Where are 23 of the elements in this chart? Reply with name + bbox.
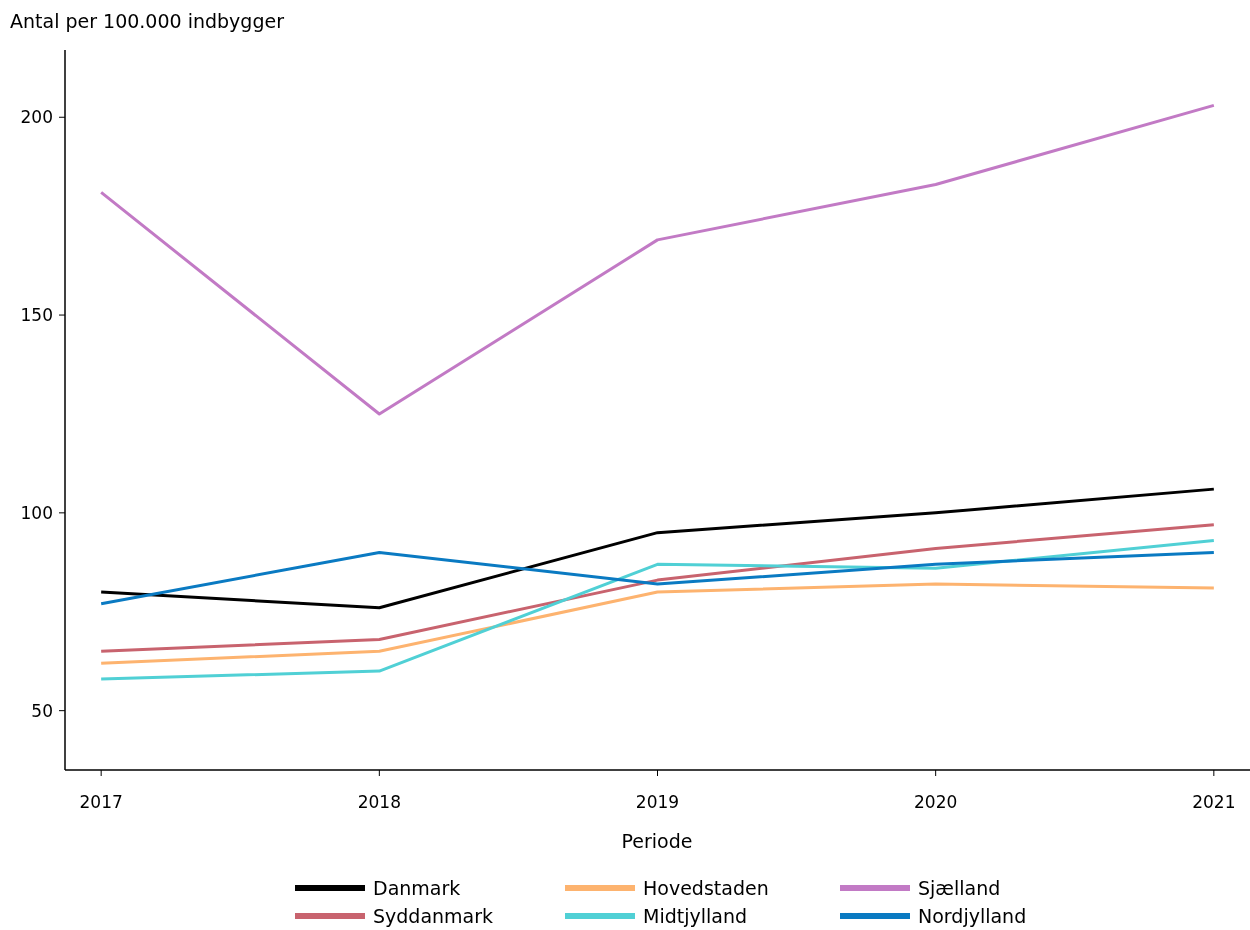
line-series — [99, 523, 1216, 653]
y-tick-label: 200 — [20, 107, 53, 128]
x-tick-label: 2021 — [1192, 792, 1236, 812]
legend-label: Nordjylland — [918, 904, 1027, 927]
x-tick-label: 2018 — [357, 792, 401, 812]
line-series — [99, 487, 1216, 610]
line-series — [99, 103, 1216, 416]
legend-label: Sjælland — [918, 876, 1001, 899]
legend-label: Midtjylland — [643, 904, 748, 927]
legend-label: Danmark — [373, 876, 461, 899]
y-tick-label: 50 — [31, 700, 53, 721]
x-tick-label: 2020 — [914, 792, 958, 812]
y-tick-label: 100 — [20, 502, 53, 523]
x-tick-label: 2019 — [635, 792, 680, 812]
x-axis-title: Periode — [621, 830, 693, 852]
y-axis-title: Antal per 100.000 indbygger — [10, 10, 285, 32]
line-series — [99, 539, 1216, 681]
y-tick-label: 150 — [20, 305, 53, 325]
x-tick-label: 2017 — [79, 792, 123, 812]
line-series — [99, 550, 1216, 606]
line-series — [99, 582, 1216, 665]
legend-label: Hovedstaden — [643, 876, 769, 899]
legend-label: Syddanmark — [373, 904, 494, 927]
